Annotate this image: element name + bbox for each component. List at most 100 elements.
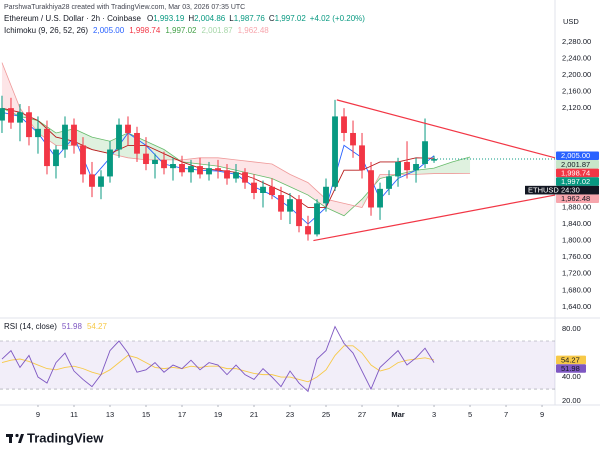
- candle-body: [170, 164, 176, 169]
- y-tick-label: 1,680.00: [562, 285, 591, 294]
- price-badge: [556, 168, 599, 178]
- indicator-value: 1,962.48: [238, 26, 270, 35]
- ohlc-value: 2,004.86: [194, 14, 226, 23]
- rsi-badge-label: 51.98: [561, 364, 580, 373]
- logo: [6, 433, 24, 443]
- candle-body: [287, 199, 293, 212]
- price-badge-label: 1,998.74: [561, 168, 590, 177]
- y-tick-label: 1,800.00: [562, 236, 591, 245]
- candle-body: [431, 159, 437, 161]
- y-tick-label: 2,240.00: [562, 53, 591, 62]
- cloud-segment: [145, 141, 164, 160]
- candle-body: [89, 174, 95, 187]
- cloud-segment: [254, 161, 273, 179]
- y-tick-label: 1,720.00: [562, 269, 591, 278]
- logo-icon: [9, 434, 12, 443]
- x-tick-label: 9: [540, 410, 544, 419]
- candle-body: [377, 188, 383, 208]
- candle-body: [269, 186, 275, 196]
- candle-body: [197, 166, 203, 175]
- indicator-value: 2,005.00: [93, 26, 125, 35]
- candle-body: [179, 164, 185, 173]
- ohlc-label: C: [269, 14, 275, 23]
- x-tick-label: 21: [250, 410, 258, 419]
- cloud-segment: [308, 182, 327, 208]
- brand: TradingView: [27, 430, 104, 445]
- ohlc-label: O: [147, 14, 153, 23]
- cloud-segment: [434, 161, 453, 174]
- y-tick-label: 2,160.00: [562, 87, 591, 96]
- y-tick-label: 1,840.00: [562, 219, 591, 228]
- price-badge: [556, 177, 599, 186]
- x-tick-label: 25: [322, 410, 330, 419]
- candle-body: [17, 112, 23, 123]
- candle-body: [134, 132, 140, 154]
- candle-body: [404, 161, 410, 171]
- rsi-badge: [556, 364, 586, 373]
- x-tick-label: 23: [286, 410, 294, 419]
- candle-body: [62, 124, 68, 150]
- candle-body: [8, 108, 14, 123]
- price-badge-label: 2,005.00: [561, 151, 590, 160]
- candle-body: [53, 149, 59, 167]
- y-tick-label: 80.00: [562, 324, 581, 333]
- candle-body: [422, 141, 428, 165]
- candle-body: [26, 112, 32, 138]
- change: +4.02 (+0.20%): [310, 14, 365, 23]
- price-badge: [556, 160, 599, 169]
- logo-icon: [15, 433, 19, 438]
- symbol-title: Ethereum / U.S. Dollar · 2h · Coinbase: [4, 14, 141, 23]
- candle-body: [323, 186, 329, 204]
- ohlc-value: 1,993.19: [153, 14, 185, 23]
- candle-body: [233, 172, 239, 179]
- candle-body: [242, 172, 248, 183]
- ohlc-label: L: [229, 14, 234, 23]
- indicator-name: Ichimoku (9, 26, 52, 26): [4, 26, 88, 35]
- x-tick-label: 15: [142, 410, 150, 419]
- price-badge-label: 1,962.48: [561, 194, 590, 203]
- cloud-segment: [290, 174, 309, 196]
- ohlc-label: H: [188, 14, 194, 23]
- y-tick-label: 20.00: [562, 396, 581, 405]
- price-badge-label: 1,997.02: [561, 177, 590, 186]
- y-tick-label: 1,880.00: [562, 202, 591, 211]
- indicator-legend: Ichimoku (9, 26, 52, 26) 2,005.00 1,998.74…: [4, 26, 269, 35]
- rsi-badge-label: 54.27: [561, 355, 580, 364]
- cloud-segment: [452, 157, 471, 174]
- price-badge: [556, 194, 599, 204]
- candle-body: [359, 145, 365, 171]
- candle-body: [224, 170, 230, 179]
- candle-body: [260, 186, 266, 193]
- candle-body: [44, 128, 50, 167]
- countdown: 24:30: [561, 186, 580, 195]
- candle-body: [98, 176, 104, 187]
- candle-body: [143, 153, 149, 165]
- candle-body: [341, 116, 347, 133]
- indicator-value: 1,997.02: [165, 26, 197, 35]
- y-tick-label: 2,200.00: [562, 70, 591, 79]
- candle-body: [71, 124, 77, 146]
- rsi-title: RSI (14, close): [4, 322, 57, 331]
- candle-body: [80, 145, 86, 175]
- symbol-badge: [525, 185, 599, 195]
- candle-body: [125, 124, 131, 133]
- candle-body: [251, 182, 257, 193]
- rsi-value: 51.98: [62, 322, 83, 331]
- legend-title: Ethereum / U.S. Dollar · 2h · Coinbase O1…: [4, 14, 365, 23]
- trend-line: [313, 194, 556, 242]
- candle-body: [161, 159, 167, 169]
- rsi-line: [1, 325, 435, 393]
- candle-body: [215, 168, 221, 171]
- price-badge: [556, 151, 599, 161]
- cloud-segment: [91, 137, 110, 154]
- candle-body: [296, 199, 302, 227]
- rsi-legend: RSI (14, close) 51.98 54.27: [4, 322, 108, 331]
- x-tick-label: 5: [468, 410, 472, 419]
- x-tick-label: 9: [36, 410, 40, 419]
- x-tick-label: 19: [214, 410, 222, 419]
- x-tick-label: 27: [358, 410, 366, 419]
- y-tick-label: 1,760.00: [562, 252, 591, 261]
- cloud-segment: [1, 62, 20, 117]
- y-tick-label: 2,280.00: [562, 37, 591, 46]
